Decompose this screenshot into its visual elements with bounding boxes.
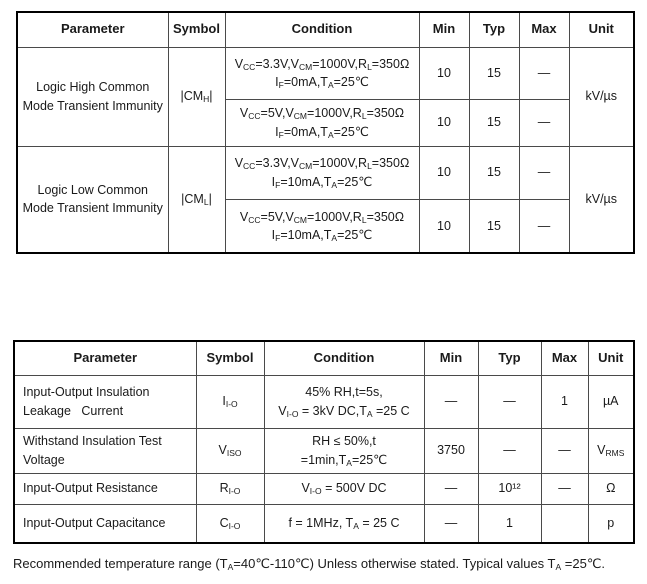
unit-cell: µA <box>587 374 635 429</box>
typ-cell: 15 <box>468 198 520 254</box>
table-row: Logic Low Common Mode Transient Immunity… <box>16 145 635 254</box>
min-cell: — <box>423 374 479 429</box>
typ-cell: 10¹² <box>477 472 542 505</box>
insulation-characteristics-table: Parameter Symbol Condition Min Typ Max U… <box>13 340 635 544</box>
table2-header-row: Parameter Symbol Condition Min Typ Max U… <box>13 340 635 376</box>
recommended-temperature-note: Recommended temperature range (TA=40℃-11… <box>13 556 606 572</box>
max-cell: 1 <box>540 374 589 429</box>
table-row: VCC=5V,VCM=1000V,RL=350Ω IF=10mA,TA=25℃ 1… <box>17 198 634 254</box>
condition-cell: VI-O = 500V DC <box>263 472 425 505</box>
parameter-cell-withstand-voltage: Withstand Insulation Test Voltage <box>13 427 197 474</box>
table2-header-unit: Unit <box>587 340 635 376</box>
condition-cell: VCC=3.3V,VCM=1000V,RL=350Ω IF=10mA,TA=25℃ <box>224 145 420 200</box>
symbol-cell-cml: |CML| <box>167 145 226 254</box>
max-cell: — <box>518 46 570 100</box>
max-cell: — <box>518 198 570 254</box>
symbol-cell-iio: II-O <box>195 374 265 429</box>
parameter-cell-resistance: Input-Output Resistance <box>13 472 197 505</box>
max-cell: — <box>518 98 570 147</box>
symbol-cell-viso: VISO <box>195 427 265 474</box>
min-cell: 10 <box>418 198 470 254</box>
min-cell: — <box>423 503 479 544</box>
table2-header-parameter: Parameter <box>13 340 197 376</box>
table1-header-condition: Condition <box>224 11 420 48</box>
condition-cell: VCC=5V,VCM=1000V,RL=350Ω IF=0mA,TA=25℃ <box>224 98 420 147</box>
condition-cell: f = 1MHz, TA = 25 C <box>263 503 425 544</box>
table1-header-parameter: Parameter <box>16 11 169 48</box>
table2-header-min: Min <box>423 340 479 376</box>
table-row: Input-Output Capacitance CI-O f = 1MHz, … <box>13 503 635 544</box>
condition-cell: VCC=5V,VCM=1000V,RL=350Ω IF=10mA,TA=25℃ <box>224 198 420 254</box>
min-cell: 10 <box>418 98 470 147</box>
table2-header-condition: Condition <box>263 340 425 376</box>
table-row: Logic High Common Mode Transient Immunit… <box>16 46 635 147</box>
table1-header-min: Min <box>418 11 470 48</box>
max-cell: — <box>540 472 589 505</box>
typ-cell: — <box>477 374 542 429</box>
transient-immunity-table: Parameter Symbol Condition Min Typ Max U… <box>16 11 635 254</box>
symbol-cell-rio: RI-O <box>195 472 265 505</box>
table2-header-max: Max <box>540 340 589 376</box>
unit-cell: p <box>587 503 635 544</box>
condition-cell: 45% RH,t=5s, VI-O = 3kV DC,TA =25 C <box>263 374 425 429</box>
table2-header-typ: Typ <box>477 340 542 376</box>
symbol-cell-cmh: |CMH| <box>167 46 226 147</box>
table1-header-max: Max <box>518 11 570 48</box>
parameter-cell-leakage-current: Input-Output Insulation Leakage Current <box>13 374 197 429</box>
parameter-cell-capacitance: Input-Output Capacitance <box>13 503 197 544</box>
table-row: Input-Output Resistance RI-O VI-O = 500V… <box>13 472 635 505</box>
table2-header-symbol: Symbol <box>195 340 265 376</box>
table1-header-symbol: Symbol <box>167 11 226 48</box>
unit-cell: VRMS <box>587 427 635 474</box>
parameter-cell-logic-high: Logic High Common Mode Transient Immunit… <box>16 46 169 147</box>
max-cell <box>540 503 589 544</box>
table-row: VCC=5V,VCM=1000V,RL=350Ω IF=0mA,TA=25℃ 10… <box>17 98 634 147</box>
min-cell: — <box>423 472 479 505</box>
symbol-cell-cio: CI-O <box>195 503 265 544</box>
min-cell: 10 <box>418 145 470 200</box>
parameter-cell-logic-low: Logic Low Common Mode Transient Immunity <box>16 145 169 254</box>
condition-cell: RH ≤ 50%,t =1min,TA=25℃ <box>263 427 425 474</box>
typ-cell: 15 <box>468 98 520 147</box>
typ-cell: 15 <box>468 145 520 200</box>
unit-cell: kV/µs <box>568 145 635 254</box>
typ-cell: 1 <box>477 503 542 544</box>
typ-cell: — <box>477 427 542 474</box>
table-row: Withstand Insulation Test Voltage VISO RH… <box>13 427 635 474</box>
unit-cell: kV/µs <box>568 46 635 147</box>
table-row: Input-Output Insulation Leakage Current I… <box>13 374 635 429</box>
min-cell: 3750 <box>423 427 479 474</box>
unit-cell: Ω <box>587 472 635 505</box>
table1-header-row: Parameter Symbol Condition Min Typ Max U… <box>16 11 635 48</box>
max-cell: — <box>540 427 589 474</box>
condition-cell: VCC=3.3V,VCM=1000V,RL=350Ω IF=0mA,TA=25℃ <box>224 46 420 100</box>
table1-header-unit: Unit <box>568 11 635 48</box>
max-cell: — <box>518 145 570 200</box>
table1-header-typ: Typ <box>468 11 520 48</box>
min-cell: 10 <box>418 46 470 100</box>
typ-cell: 15 <box>468 46 520 100</box>
